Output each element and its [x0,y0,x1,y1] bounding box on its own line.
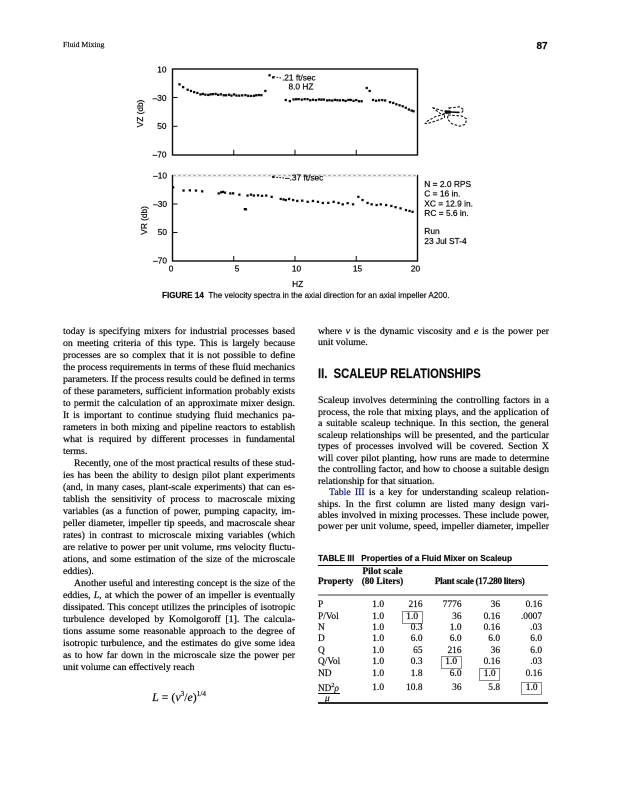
svg-text:XC = 12.9 in.: XC = 12.9 in. [424,199,473,209]
svg-text:10: 10 [157,65,167,75]
svg-text:HZ: HZ [292,279,303,289]
svg-text:–.37 ft/sec: –.37 ft/sec [285,173,323,183]
svg-text:–10: –10 [153,170,167,180]
svg-text:.21 ft/sec: .21 ft/sec [282,73,316,83]
svg-text:RC = 5.6 in.: RC = 5.6 in. [424,208,468,218]
svg-text:50: 50 [157,121,167,131]
svg-text:23 Jul ST-4: 23 Jul ST-4 [424,236,467,246]
svg-text:–70: –70 [153,256,167,266]
svg-text:Run: Run [424,226,440,236]
svg-text:15: 15 [353,263,363,273]
svg-text:VR (db): VR (db) [139,206,149,235]
svg-text:VZ (db): VZ (db) [135,99,145,127]
svg-text:5: 5 [235,263,240,273]
svg-text:–30: –30 [153,93,167,103]
svg-text:10: 10 [292,263,302,273]
svg-text:C = 16 in.: C = 16 in. [424,189,460,199]
svg-text:8.0 HZ: 8.0 HZ [289,82,314,92]
svg-text:–30: –30 [153,199,167,209]
svg-text:0: 0 [169,263,174,273]
svg-text:N = 2.0 RPS: N = 2.0 RPS [424,179,471,189]
svg-text:50: 50 [158,227,168,237]
svg-text:20: 20 [411,263,421,273]
svg-text:–70: –70 [153,150,167,160]
